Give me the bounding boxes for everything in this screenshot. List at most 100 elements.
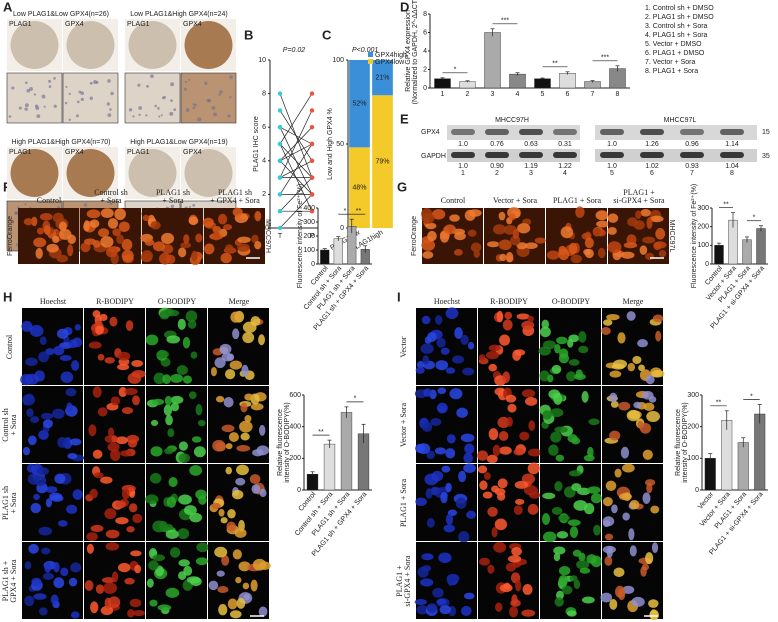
cell xyxy=(95,584,105,594)
bar xyxy=(333,238,343,265)
cell xyxy=(65,388,77,397)
cell xyxy=(198,495,207,505)
cell xyxy=(163,404,173,416)
cell xyxy=(100,605,114,616)
cell xyxy=(571,483,582,492)
row-label: + Sora xyxy=(9,492,18,514)
cell xyxy=(555,454,565,462)
nucleus xyxy=(183,87,187,91)
nucleus xyxy=(106,102,110,106)
cell xyxy=(436,598,447,605)
cell xyxy=(421,553,434,561)
cell xyxy=(107,218,119,229)
cell xyxy=(145,494,159,505)
cell xyxy=(415,366,425,374)
nucleus xyxy=(150,74,154,79)
cell xyxy=(584,248,594,259)
cell xyxy=(249,474,261,484)
cell xyxy=(121,488,130,500)
cell xyxy=(86,543,94,554)
cell xyxy=(417,566,429,578)
cell xyxy=(430,418,442,426)
marker: 15 xyxy=(762,129,770,136)
cell xyxy=(515,579,522,592)
cell xyxy=(107,427,115,438)
band xyxy=(451,152,475,158)
cell xyxy=(95,325,104,335)
nucleus xyxy=(132,115,135,118)
lane-number: 2 xyxy=(495,170,499,177)
cell xyxy=(652,314,664,323)
legend-entry: 7. Vector + Sora xyxy=(645,59,695,66)
column-label: Merge xyxy=(229,297,250,306)
column-label: Hoechst xyxy=(40,297,67,306)
cell xyxy=(259,488,267,498)
cell xyxy=(84,580,94,591)
panel-label: I xyxy=(397,289,401,304)
y-axis-label: Fluorescence intensity of Fe²⁺(%) xyxy=(297,184,304,288)
cell xyxy=(477,450,488,461)
cell xyxy=(33,493,40,501)
cell xyxy=(232,207,243,217)
cell xyxy=(178,559,190,567)
value-label: 52% xyxy=(352,101,366,108)
cell xyxy=(127,439,138,448)
cell xyxy=(165,587,180,598)
cell xyxy=(26,463,36,473)
bar xyxy=(434,78,451,89)
cell xyxy=(232,549,242,560)
cell xyxy=(208,580,219,591)
cell xyxy=(439,605,451,615)
cell xyxy=(236,445,251,452)
cell xyxy=(629,499,640,510)
point xyxy=(309,108,315,113)
cell xyxy=(609,392,618,403)
cell xyxy=(522,584,533,595)
cell xyxy=(45,498,52,508)
cell xyxy=(513,505,523,515)
cell xyxy=(437,387,447,395)
cell xyxy=(499,253,507,262)
lane-number: 5 xyxy=(610,170,614,177)
cell xyxy=(127,609,135,618)
nucleus xyxy=(53,104,57,108)
band xyxy=(519,129,543,135)
cell xyxy=(190,351,198,359)
blot xyxy=(447,125,580,140)
cell xyxy=(517,223,531,234)
cell xyxy=(454,327,463,339)
cell xyxy=(41,547,51,555)
cell xyxy=(190,577,202,587)
nucleus xyxy=(160,114,163,117)
nucleus xyxy=(48,85,52,89)
x-tick-label: 2 xyxy=(466,91,470,98)
significance-label: *** xyxy=(601,55,609,62)
cell xyxy=(639,245,648,255)
cell xyxy=(618,401,631,411)
bar xyxy=(754,413,766,491)
cell xyxy=(145,334,159,346)
cell xyxy=(105,542,120,551)
cell xyxy=(240,402,248,413)
point xyxy=(277,91,283,96)
y-tick-label: 100 xyxy=(303,247,315,254)
panel-label: H xyxy=(3,289,12,304)
nucleus xyxy=(80,97,84,102)
cell xyxy=(499,446,512,455)
cell xyxy=(539,326,551,338)
point xyxy=(277,141,283,147)
stain-label: FerroOrange xyxy=(7,216,14,256)
cell xyxy=(509,606,519,618)
panel-label: B xyxy=(244,27,253,42)
cell xyxy=(50,594,59,605)
cell xyxy=(72,337,83,348)
cell xyxy=(195,404,203,416)
cell xyxy=(112,228,121,237)
cell xyxy=(445,367,456,374)
column-label: + Sora xyxy=(100,196,122,205)
cell xyxy=(111,571,119,583)
cell xyxy=(117,562,131,573)
cell xyxy=(558,565,571,576)
cell xyxy=(178,494,192,505)
cell xyxy=(124,387,138,396)
